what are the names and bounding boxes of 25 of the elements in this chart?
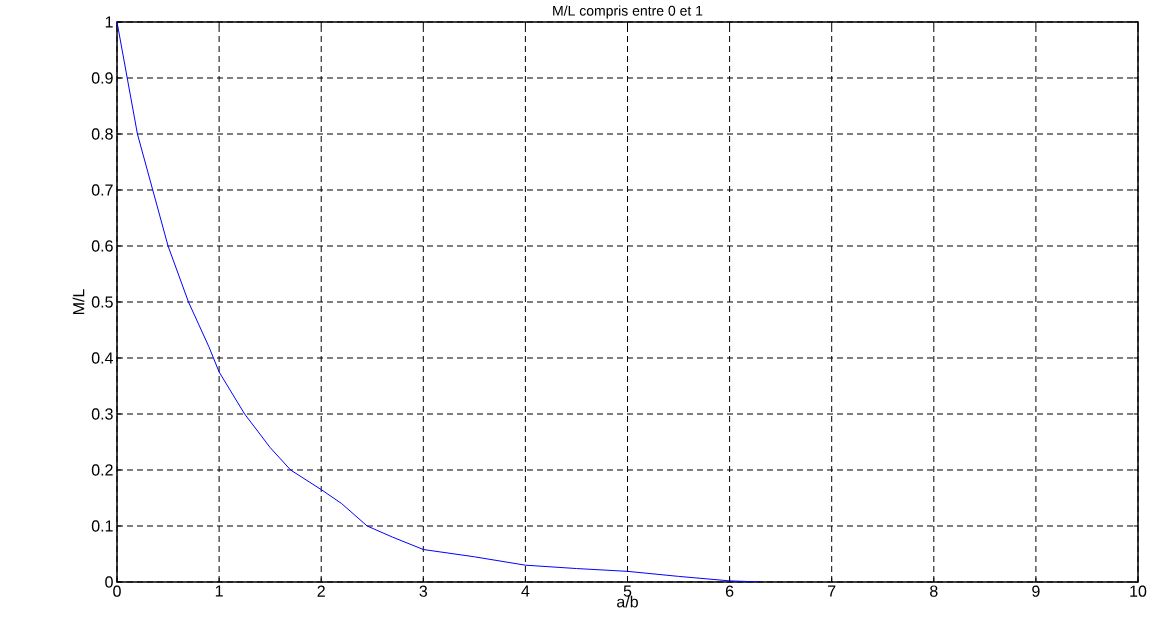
x-tick-label: 3 bbox=[419, 585, 428, 597]
x-tick-label: 1 bbox=[215, 585, 223, 597]
y-tick-label: 0.1 bbox=[91, 520, 113, 532]
y-tick-label: 0.2 bbox=[91, 464, 113, 476]
x-tick-label: 9 bbox=[1032, 585, 1040, 597]
y-tick-label: 0.3 bbox=[91, 408, 113, 420]
x-tick-label: 4 bbox=[521, 585, 530, 597]
y-tick-label: 0.6 bbox=[91, 240, 113, 252]
x-tick-label: 0 bbox=[113, 585, 121, 597]
x-tick-label: 8 bbox=[930, 585, 938, 597]
y-tick-label: 0.9 bbox=[91, 72, 113, 84]
y-axis-title: M/L bbox=[72, 289, 85, 315]
x-tick-label: 6 bbox=[725, 585, 734, 597]
y-tick-label: 0.7 bbox=[91, 184, 113, 196]
y-tick-label: 0.8 bbox=[91, 128, 113, 140]
y-tick-label: 0.5 bbox=[91, 296, 113, 308]
x-tick-label: 7 bbox=[828, 585, 836, 597]
y-tick-label: 0 bbox=[105, 576, 113, 588]
y-tick-label: 1 bbox=[105, 16, 113, 28]
x-tick-label: 5 bbox=[623, 585, 632, 597]
x-axis-title: a/b bbox=[617, 595, 638, 608]
x-tick-label: 2 bbox=[317, 585, 325, 597]
x-tick-label: 10 bbox=[1130, 585, 1147, 597]
chart-title: M/L compris entre 0 et 1 bbox=[553, 5, 703, 19]
y-tick-label: 0.4 bbox=[91, 352, 113, 364]
